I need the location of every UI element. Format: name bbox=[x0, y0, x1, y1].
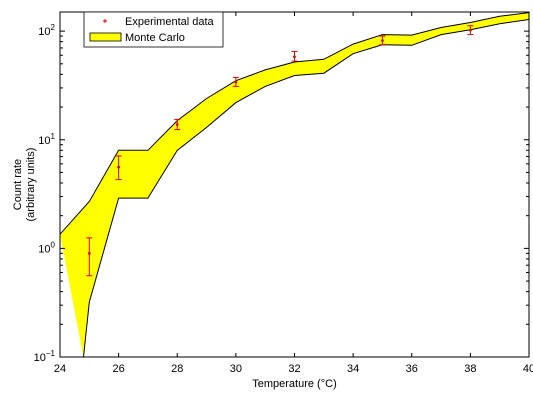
data-point bbox=[232, 76, 239, 87]
data-point bbox=[86, 237, 93, 277]
x-tick-label: 30 bbox=[230, 363, 242, 375]
experimental-data-layer bbox=[86, 25, 474, 277]
legend-experimental-label: Experimental data bbox=[125, 16, 215, 28]
x-axis-label: Temperature (°C) bbox=[252, 378, 336, 390]
data-marker bbox=[293, 55, 296, 59]
data-marker bbox=[175, 123, 179, 126]
data-marker bbox=[381, 39, 384, 42]
x-tick-label: 40 bbox=[523, 363, 533, 375]
monte-carlo-band-fill bbox=[60, 12, 529, 357]
y-axis-label-line-1: Count rate bbox=[12, 159, 24, 210]
x-tick-label: 32 bbox=[288, 363, 300, 375]
y-tick-label: 102 bbox=[38, 23, 55, 38]
legend-monte-carlo-label: Monte Carlo bbox=[125, 32, 185, 44]
data-point bbox=[115, 155, 122, 181]
x-tick-label: 38 bbox=[464, 363, 476, 375]
y-tick-label: 101 bbox=[38, 132, 55, 147]
data-marker bbox=[468, 28, 472, 32]
y-axis: 10−1 100 101 102 bbox=[34, 23, 529, 364]
legend: Experimental data Monte Carlo bbox=[83, 11, 224, 48]
data-marker bbox=[87, 251, 91, 255]
data-marker bbox=[234, 80, 238, 84]
x-tick-label: 36 bbox=[406, 363, 418, 375]
x-tick-label: 34 bbox=[347, 363, 359, 375]
data-point bbox=[291, 50, 298, 62]
monte-carlo-upper-edge bbox=[60, 12, 529, 235]
x-tick-label: 26 bbox=[113, 363, 125, 375]
x-tick-label: 28 bbox=[171, 363, 183, 375]
y-axis-label-line-2: (arbitrary units) bbox=[25, 148, 37, 222]
legend-monte-carlo-swatch bbox=[89, 32, 122, 42]
monte-carlo-band-layer bbox=[60, 12, 529, 357]
data-point bbox=[174, 118, 181, 131]
x-axis: 24 26 28 30 32 34 36 38 40 bbox=[54, 12, 533, 375]
y-tick-label: 100 bbox=[38, 240, 55, 255]
monte-carlo-lower-edge bbox=[83, 19, 529, 357]
data-point bbox=[379, 35, 386, 46]
y-tick-label: 10−1 bbox=[34, 349, 56, 364]
y-axis-label: Count rate (arbitrary units) bbox=[12, 148, 37, 222]
x-tick-label: 24 bbox=[54, 363, 66, 375]
data-point bbox=[467, 25, 474, 36]
data-marker bbox=[117, 165, 121, 169]
